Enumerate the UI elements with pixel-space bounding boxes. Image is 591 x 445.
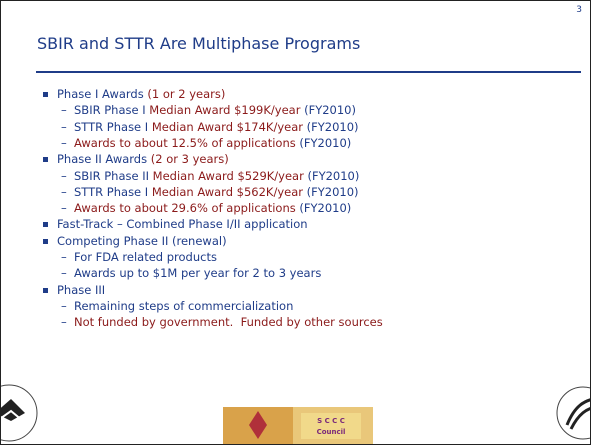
dash: –	[61, 168, 67, 183]
bullet	[43, 92, 48, 97]
title-rule	[36, 71, 581, 73]
text-run: SBIR Phase II	[74, 168, 153, 183]
bullet-text: Awards up to $1M per year for 2 to 3 yea…	[74, 266, 321, 281]
text-run: Phase II Awards	[57, 152, 151, 167]
bullet-text: Awards to about 12.5% of applications (F…	[74, 136, 351, 151]
dash: –	[61, 266, 67, 281]
bullet-text: SBIR Phase I Median Award $199K/year (FY…	[74, 103, 356, 118]
text-run: (FY2010)	[304, 103, 356, 118]
dash: –	[61, 184, 67, 199]
nih-seal	[1, 384, 38, 442]
bullet-text: Fast-Track – Combined Phase I/II applica…	[57, 217, 308, 232]
bullet	[43, 222, 48, 228]
text-run: Median Award $174K/year	[151, 119, 307, 134]
center-logo: S C C C Council	[223, 407, 373, 444]
dash: –	[61, 315, 67, 330]
text-run: (FY2010)	[306, 119, 359, 134]
dash: –	[61, 135, 67, 150]
text-run: STTR Phase I	[74, 184, 152, 199]
hhs-seal	[556, 386, 590, 440]
text-run: For FDA related products	[74, 250, 217, 264]
text-run: Awards to about 29.6% of applications	[74, 201, 300, 216]
text-run: (FY2010)	[306, 184, 359, 199]
bullet-text: STTR Phase I Median Award $562K/year (FY…	[74, 185, 359, 200]
text-run: (FY2010)	[299, 201, 352, 216]
slide-title: SBIR and STTR Are Multiphase Programs	[37, 34, 361, 53]
bullet-text: STTR Phase I Median Award $174K/year (FY…	[74, 120, 359, 135]
dash: –	[61, 119, 67, 134]
text-run: Remaining steps of commercialization	[74, 298, 294, 313]
bullet	[43, 238, 48, 244]
bullet-text: Competing Phase II (renewal)	[57, 234, 227, 249]
bullet-text: Remaining steps of commercialization	[74, 299, 293, 314]
text-run: (FY2010)	[307, 168, 360, 183]
text-run: Not funded by government. Funded by othe…	[74, 315, 383, 330]
text-run: (FY2010)	[299, 135, 352, 150]
bullet	[43, 157, 48, 163]
bullet-text: Phase II Awards (2 or 3 years)	[57, 152, 229, 167]
bullet-text: SBIR Phase II Median Award $529K/year (F…	[74, 169, 359, 184]
text-run: (1 or 2 years)	[147, 87, 226, 101]
text-run: Fast-Track – Combined Phase I/II applica…	[57, 217, 308, 232]
text-run: Median Award $199K/year	[149, 103, 305, 118]
text-run: Phase I Awards	[57, 87, 148, 101]
dash: –	[61, 250, 67, 264]
text-run: SBIR Phase I	[74, 103, 150, 118]
dash: –	[61, 298, 67, 313]
bullet-text: Awards to about 29.6% of applications (F…	[74, 201, 351, 216]
bullet-text: For FDA related products	[74, 250, 217, 265]
text-run: Phase III	[57, 282, 106, 297]
svg-text:Council: Council	[317, 428, 346, 436]
dash: –	[61, 103, 67, 118]
text-run: (2 or 3 years)	[150, 152, 229, 167]
bullet	[43, 287, 48, 293]
slide-number: 3	[576, 5, 582, 15]
text-run: Median Award $529K/year	[152, 168, 308, 183]
text-run: Awards to about 12.5% of applications	[74, 135, 300, 150]
dash: –	[61, 201, 67, 216]
bullet-text: Not funded by government. Funded by othe…	[74, 315, 383, 330]
bullet-text: Phase I Awards (1 or 2 years)	[57, 87, 225, 102]
svg-text:S C C C: S C C C	[317, 417, 345, 425]
text-run: Competing Phase II (renewal)	[57, 233, 227, 248]
text-run: Awards up to $1M per year for 2 to 3 yea…	[74, 266, 322, 281]
text-run: Median Award $562K/year	[151, 184, 307, 199]
text-run: STTR Phase I	[74, 119, 152, 134]
bullet-text: Phase III	[57, 283, 105, 298]
